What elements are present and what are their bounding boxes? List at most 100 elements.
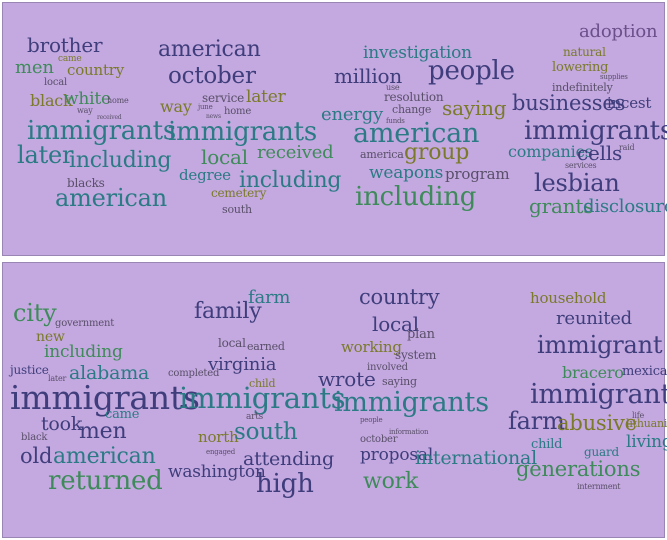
cloud-word: cemetery <box>211 186 267 200</box>
cloud-word: raid <box>619 143 635 152</box>
cloud-word: black <box>21 432 48 443</box>
cloud-word: immigrants <box>530 379 667 410</box>
word-cloud-7: country local plan working system involv… <box>3 263 664 537</box>
word-cloud-8: household reunited immigrant bracero mex… <box>3 263 667 537</box>
cloud-word: proposal <box>360 445 434 465</box>
cloud-word: earned <box>247 340 285 353</box>
cloud-word: immigrants <box>524 116 667 146</box>
cloud-word: million <box>334 64 403 88</box>
cloud-word: plan <box>407 327 435 342</box>
cloud-word: life <box>632 411 645 420</box>
cloud-word: mexican <box>622 364 667 379</box>
cloud-word: incest <box>607 94 652 112</box>
cloud-word: october <box>360 434 398 445</box>
cloud-word: farm <box>248 287 291 308</box>
cloud-word: local <box>44 77 67 88</box>
cloud-word: lowering <box>552 60 609 75</box>
cloud-word: companies <box>508 142 593 161</box>
cloud-word: household <box>530 289 607 307</box>
cloud-word: lithuanian <box>626 417 667 430</box>
cloud-word: wrote <box>318 367 376 391</box>
cloud-word: child <box>249 377 276 390</box>
cloud-word: alabama <box>69 362 150 384</box>
cloud-word: immigrants <box>27 116 177 146</box>
cloud-word: home <box>107 96 129 105</box>
cloud-word: american <box>353 118 480 149</box>
cloud-word: american <box>53 444 156 469</box>
cloud-word: home <box>224 106 252 117</box>
cloud-word: including <box>69 148 172 173</box>
cloud-word: country <box>67 61 125 79</box>
cloud-word: international <box>415 447 538 469</box>
cloud-word: immigrant <box>537 331 663 359</box>
cloud-word: later <box>246 87 286 107</box>
cloud-word: came <box>105 407 140 422</box>
cloud-word: disclosures <box>583 196 667 217</box>
cloud-word: services <box>565 161 597 170</box>
cloud-word: including <box>355 182 477 212</box>
cloud-word: men <box>79 419 127 444</box>
cloud-word: lesbian <box>534 169 620 197</box>
cloud-word: system <box>395 348 437 362</box>
cloud-word: south <box>234 419 298 445</box>
cloud-word: city <box>13 299 57 327</box>
cloud-word: local <box>201 145 248 169</box>
cloud-word: washington <box>168 462 266 482</box>
cloud-word: change <box>392 103 432 116</box>
cloud-word: south <box>222 203 252 216</box>
cloud-word: adoption <box>579 21 658 42</box>
cloud-word: generations <box>516 457 641 481</box>
cloud-word: country <box>359 285 440 309</box>
cloud-word: program <box>445 165 510 183</box>
cloud-word: june <box>198 103 213 111</box>
cloud-word: working <box>341 338 402 356</box>
top-panel: brother came men country local black whi… <box>2 2 667 256</box>
cloud-word: bracero <box>562 363 624 382</box>
cloud-word: american <box>55 184 168 212</box>
cloud-word: child <box>531 437 563 452</box>
cloud-word: received <box>257 142 334 163</box>
cloud-word: north <box>198 428 239 446</box>
cloud-word: returned <box>48 466 163 496</box>
cloud-word: government <box>55 318 115 329</box>
cloud-word: engaged <box>206 448 236 456</box>
cloud-word: virginia <box>208 354 277 375</box>
cloud-word: grants <box>529 194 594 218</box>
cloud-word: justice <box>10 363 49 377</box>
cloud-word: cells <box>577 141 623 165</box>
cloud-word: later <box>48 374 67 383</box>
cloud-word: saying <box>442 96 507 120</box>
word-cloud-3: investigation million people use resolut… <box>3 3 664 255</box>
cloud-word: family <box>194 299 262 324</box>
cloud-word: blacks <box>67 176 105 190</box>
cloud-word: arts <box>246 412 264 422</box>
cloud-word: local <box>372 312 419 336</box>
cloud-word: including <box>239 168 342 193</box>
cloud-word: men <box>15 57 54 78</box>
word-cloud-4: adoption natural lowering supplies indef… <box>3 3 667 255</box>
cloud-word: abusive <box>557 411 637 435</box>
cloud-word: supplies <box>600 73 628 81</box>
cloud-word: natural <box>563 45 606 59</box>
cloud-word: immigrants <box>168 117 318 147</box>
cloud-word: including <box>44 342 123 362</box>
cloud-word: people <box>428 56 515 86</box>
cloud-word: energy <box>321 104 383 125</box>
cloud-word: immigrants <box>334 387 489 418</box>
cloud-word: way <box>77 106 93 115</box>
cloud-word: guard <box>584 445 619 459</box>
cloud-word: service <box>202 91 245 105</box>
cloud-word: people <box>360 416 383 424</box>
cloud-word: america <box>360 148 404 161</box>
cloud-word: use <box>386 83 400 92</box>
word-cloud-5: city government new including justice la… <box>3 263 664 537</box>
cloud-word: local <box>218 336 246 350</box>
word-cloud-6: farm family local earned completed virgi… <box>3 263 664 537</box>
cloud-word: took <box>41 413 83 435</box>
cloud-word: funds <box>386 117 405 125</box>
cloud-word: high <box>256 469 314 499</box>
cloud-word: immigrants <box>10 378 200 417</box>
cloud-word: internment <box>577 482 621 491</box>
cloud-word: group <box>404 140 470 165</box>
